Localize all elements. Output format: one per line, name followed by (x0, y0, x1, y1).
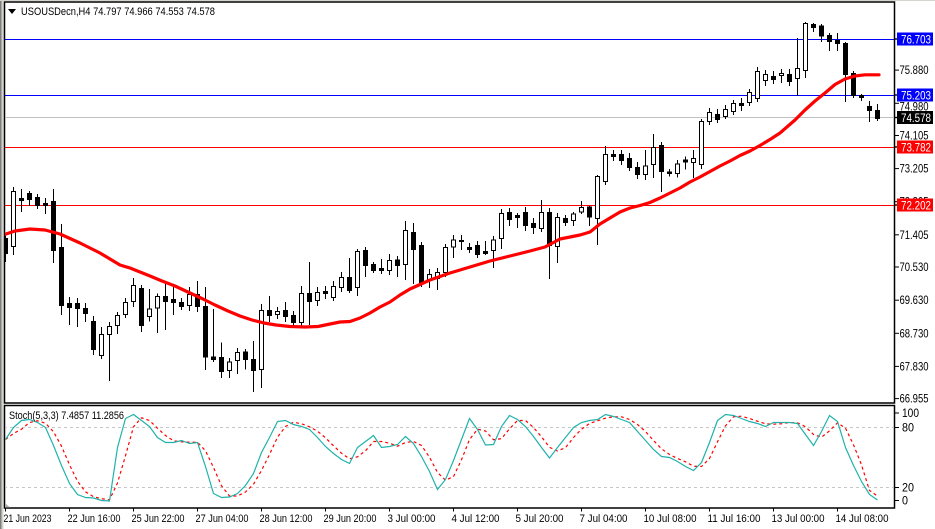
svg-text:27 Jun 04:00: 27 Jun 04:00 (196, 513, 249, 525)
svg-text:80: 80 (902, 421, 914, 435)
svg-text:5 Jul 20:00: 5 Jul 20:00 (516, 513, 564, 525)
svg-text:73.205: 73.205 (900, 162, 929, 176)
svg-text:4 Jul 12:00: 4 Jul 12:00 (452, 513, 500, 525)
svg-text:66.955: 66.955 (900, 392, 929, 406)
svg-text:11 Jul 16:00: 11 Jul 16:00 (708, 513, 761, 525)
svg-text:22 Jun 16:00: 22 Jun 16:00 (68, 513, 121, 525)
svg-text:100: 100 (902, 406, 919, 420)
svg-text:25 Jun 22:00: 25 Jun 22:00 (132, 513, 185, 525)
svg-text:69.630: 69.630 (900, 293, 929, 307)
svg-text:71.405: 71.405 (900, 228, 929, 242)
svg-text:13 Jul 00:00: 13 Jul 00:00 (772, 513, 825, 525)
svg-text:72.202: 72.202 (901, 199, 931, 213)
svg-text:29 Jun 20:00: 29 Jun 20:00 (324, 513, 377, 525)
svg-text:20: 20 (902, 481, 914, 495)
svg-text:73.782: 73.782 (901, 141, 931, 155)
svg-text:14 Jul 08:00: 14 Jul 08:00 (836, 513, 889, 525)
svg-text:USOUSDecn,H4 74.797 74.966 74: USOUSDecn,H4 74.797 74.966 74.553 74.578 (21, 6, 215, 18)
svg-text:28 Jun 12:00: 28 Jun 12:00 (260, 513, 313, 525)
svg-text:7 Jul 04:00: 7 Jul 04:00 (580, 513, 628, 525)
svg-text:75.203: 75.203 (901, 89, 931, 103)
svg-text:67.830: 67.830 (900, 359, 929, 373)
svg-text:76.703: 76.703 (901, 33, 931, 47)
svg-text:10 Jul 08:00: 10 Jul 08:00 (644, 513, 697, 525)
svg-text:74.105: 74.105 (900, 129, 929, 143)
svg-text:Stoch(5,3,3) 7.4857 11.2856: Stoch(5,3,3) 7.4857 11.2856 (9, 410, 124, 422)
svg-text:70.530: 70.530 (900, 260, 929, 274)
svg-text:74.578: 74.578 (901, 111, 931, 125)
svg-text:68.730: 68.730 (900, 326, 929, 340)
svg-text:75.880: 75.880 (900, 63, 929, 77)
svg-text:21 Jun 2023: 21 Jun 2023 (4, 513, 52, 525)
svg-text:3 Jul 00:00: 3 Jul 00:00 (388, 513, 436, 525)
svg-text:74.980: 74.980 (900, 99, 929, 113)
svg-text:0: 0 (902, 494, 908, 508)
